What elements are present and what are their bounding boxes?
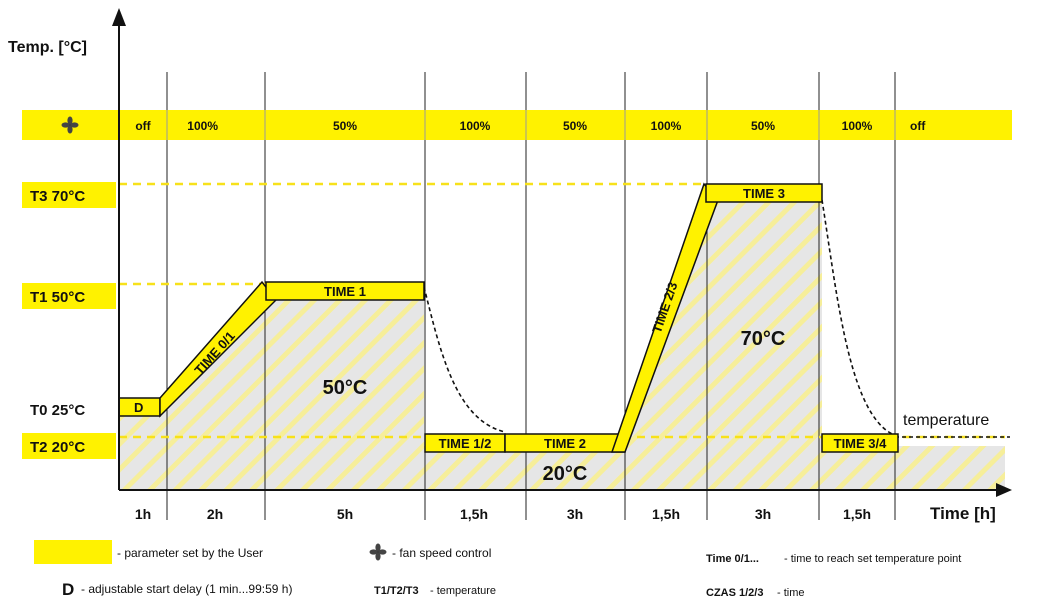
- duration-1: 1h: [135, 506, 151, 522]
- temperature-labels: T3 70°C T1 50°C T0 25°C T2 20°C: [22, 182, 116, 459]
- fan-cell-2: 100%: [187, 119, 218, 133]
- plateau-20: 20°C: [543, 463, 588, 485]
- legend: - parameter set by the User - fan speed …: [34, 540, 961, 599]
- legend-fan-text: - fan speed control: [392, 546, 491, 560]
- program-bands: [118, 182, 899, 453]
- legend-temp-key: T1/T2/T3: [374, 585, 419, 597]
- duration-2: 2h: [207, 506, 223, 522]
- temperature-guides: [119, 182, 1005, 439]
- duration-4: 1,5h: [460, 506, 488, 522]
- label-time-2: TIME 2: [544, 436, 586, 451]
- legend-delay-text: - adjustable start delay (1 min...99:59 …: [81, 582, 292, 596]
- legend-czas-key: CZAS 1/2/3: [706, 587, 763, 599]
- duration-3: 5h: [337, 506, 353, 522]
- label-time-3-4: TIME 3/4: [834, 436, 888, 451]
- plateau-50: 50°C: [323, 377, 368, 399]
- plateau-70: 70°C: [741, 328, 786, 350]
- legend-yellow-swatch: [34, 540, 112, 564]
- duration-8: 1,5h: [843, 506, 871, 522]
- fan-cell-9: off: [910, 119, 926, 133]
- legend-fan-icon: [369, 543, 387, 561]
- legend-czas-text: - time: [777, 587, 805, 599]
- temp-label-t1: T1 50°C: [30, 289, 85, 306]
- fan-cell-3: 50%: [333, 119, 357, 133]
- cooling-curves: [423, 199, 1010, 438]
- legend-time-key: Time 0/1...: [706, 553, 759, 565]
- temperature-curve-label: temperature: [903, 412, 989, 429]
- band-time-1: [265, 281, 425, 301]
- fan-cell-7: 50%: [751, 119, 775, 133]
- duration-5: 3h: [567, 506, 583, 522]
- x-axis-label: Time [h]: [930, 504, 996, 523]
- legend-delay-key: D: [62, 580, 74, 599]
- band-time-3: [705, 183, 823, 203]
- fan-cell-1: off: [135, 119, 151, 133]
- fan-cell-5: 50%: [563, 119, 587, 133]
- duration-7: 3h: [755, 506, 771, 522]
- legend-time-text: - time to reach set temperature point: [784, 553, 961, 565]
- fan-icon: [61, 116, 79, 134]
- y-axis-label: Temp. [°C]: [8, 39, 87, 56]
- temp-label-t0: T0 25°C: [30, 402, 85, 419]
- label-time-3: TIME 3: [743, 186, 785, 201]
- band-time-3-4: [821, 433, 899, 453]
- duration-6: 1,5h: [652, 506, 680, 522]
- axes: [112, 8, 1012, 497]
- label-time-1-2: TIME 1/2: [439, 436, 492, 451]
- legend-temp-text: - temperature: [430, 585, 496, 597]
- fan-cell-8: 100%: [842, 119, 873, 133]
- temp-label-t2: T2 20°C: [30, 439, 85, 456]
- temp-label-t3: T3 70°C: [30, 188, 85, 205]
- time-grid: [166, 72, 896, 520]
- legend-parameter-text: - parameter set by the User: [117, 546, 263, 560]
- program-area: [119, 187, 1005, 490]
- fan-speed-row: off 100% 50% 100% 50% 100% 50% 100% off: [22, 110, 1012, 140]
- label-delay: D: [134, 400, 143, 415]
- label-time-1: TIME 1: [324, 284, 366, 299]
- fan-cell-4: 100%: [460, 119, 491, 133]
- fan-cell-6: 100%: [651, 119, 682, 133]
